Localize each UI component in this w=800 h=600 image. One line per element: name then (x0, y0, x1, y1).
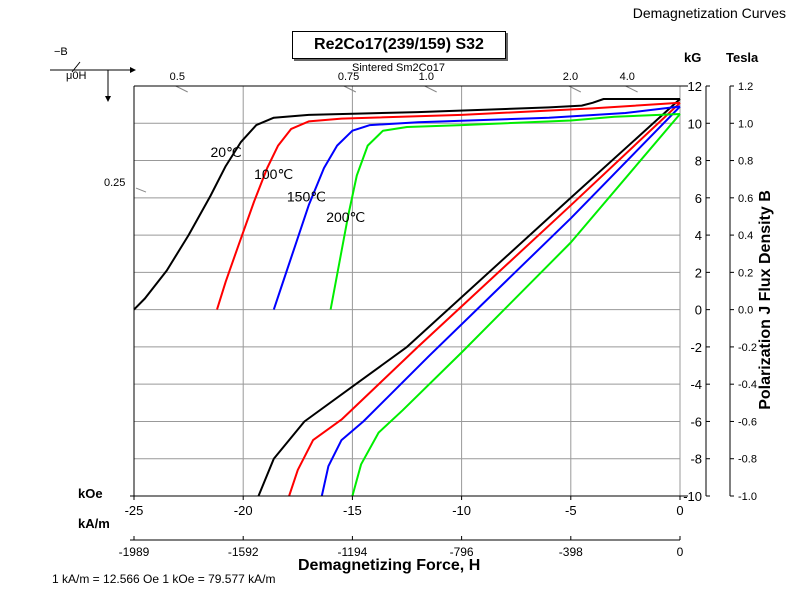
x-tick-label: -20 (234, 503, 253, 518)
y2-tick-label: -0.6 (738, 416, 757, 428)
series-label: 200℃ (326, 209, 365, 225)
y-tick-label: -6 (690, 414, 702, 429)
y-tick-label: 10 (688, 116, 702, 131)
x2-tick-label: -1592 (228, 545, 259, 559)
axes (130, 85, 734, 541)
permeance-label: 0.25 (104, 177, 125, 189)
y2-tick-label: 1.0 (738, 118, 753, 130)
y2-tick-label: -1.0 (738, 491, 757, 503)
y2-tick-label: -0.2 (738, 342, 757, 354)
y-tick-label: 6 (695, 191, 702, 206)
x2-tick-label: 0 (677, 545, 684, 559)
x2-tick-label: -1989 (119, 545, 150, 559)
series-B-curve (257, 98, 681, 497)
material-label: Sintered Sm2Co17 (352, 62, 445, 74)
series-J-curve (272, 105, 681, 310)
permeance-leader (568, 85, 582, 93)
series-B-curve (288, 102, 681, 497)
permeance-label: 0.5 (170, 71, 185, 83)
y-tick-label: -4 (690, 377, 702, 392)
permeance-label: 4.0 (620, 71, 635, 83)
y-tick-label: 4 (695, 228, 702, 243)
x2-tick-label: -398 (559, 545, 583, 559)
y-axis-title: Polarization J Flux Density B (757, 190, 774, 410)
x2-tick-label: -796 (450, 545, 474, 559)
y2-tick-label: 0.4 (738, 230, 753, 242)
corner-title: Demagnetization Curves (632, 5, 786, 21)
series-label: 20℃ (210, 144, 241, 160)
permeance-leader (175, 85, 188, 93)
grade-title-box: Re2Co17(239/159) S32 (292, 31, 506, 59)
tick-labels: -25-1989-20-1592-15-1194-10-796-5-398001… (119, 79, 757, 559)
permeance-label: 0.75 (338, 71, 359, 83)
series-label: 150℃ (287, 189, 326, 205)
permeance-leader (343, 85, 357, 93)
y-unit-tesla: Tesla (726, 50, 759, 65)
y-tick-label: 2 (695, 265, 702, 280)
y-tick-label: -2 (690, 340, 702, 355)
series-J-curve (329, 113, 681, 310)
permeance-leader (424, 85, 437, 93)
y2-tick-label: 0.6 (738, 193, 753, 205)
x-unit-kAm: kA/m (78, 516, 110, 531)
symbol-mu0H: μ0H (66, 70, 87, 82)
symbol-B: −B (54, 46, 68, 58)
x2-tick-label: -1194 (337, 545, 367, 559)
permeance-lines: 0.5 0.75 1.0 2.0 4.0 0.25 (104, 71, 638, 193)
series-B-curve (351, 113, 681, 497)
series-label: 100℃ (254, 166, 293, 182)
y2-tick-label: 0.8 (738, 156, 753, 168)
permeance-label: 2.0 (563, 71, 578, 83)
y-tick-label: 8 (695, 154, 702, 169)
x-tick-label: -5 (565, 503, 577, 518)
y2-tick-label: 0.0 (738, 305, 753, 317)
y2-tick-label: 1.2 (738, 81, 753, 93)
permeance-leader (135, 187, 147, 193)
y2-tick-label: -0.8 (738, 454, 757, 466)
y2-tick-label: -0.4 (738, 379, 757, 391)
permeance-leader (625, 85, 638, 93)
axis-symbol (50, 61, 136, 102)
x-tick-label: -25 (125, 503, 144, 518)
series-B-curve (320, 105, 681, 497)
y-tick-label: 12 (688, 79, 702, 94)
x-unit-kOe: kOe (78, 486, 103, 501)
series-J-curve (133, 98, 680, 311)
conversion-note: 1 kA/m = 12.566 Oe 1 kOe = 79.577 kA/m (52, 572, 276, 586)
y-unit-kG: kG (684, 50, 702, 65)
x-axis-title: Demagnetizing Force, H (298, 557, 481, 574)
x-tick-label: 0 (676, 503, 683, 518)
y-tick-label: -8 (690, 452, 702, 467)
x-tick-label: -15 (343, 503, 362, 518)
y2-tick-label: 0.2 (738, 267, 753, 279)
y-tick-label: 0 (695, 303, 702, 318)
y-tick-label: -10 (683, 489, 702, 504)
x-tick-label: -10 (452, 503, 471, 518)
permeance-label: 1.0 (419, 71, 434, 83)
series-J-curve (216, 101, 681, 310)
